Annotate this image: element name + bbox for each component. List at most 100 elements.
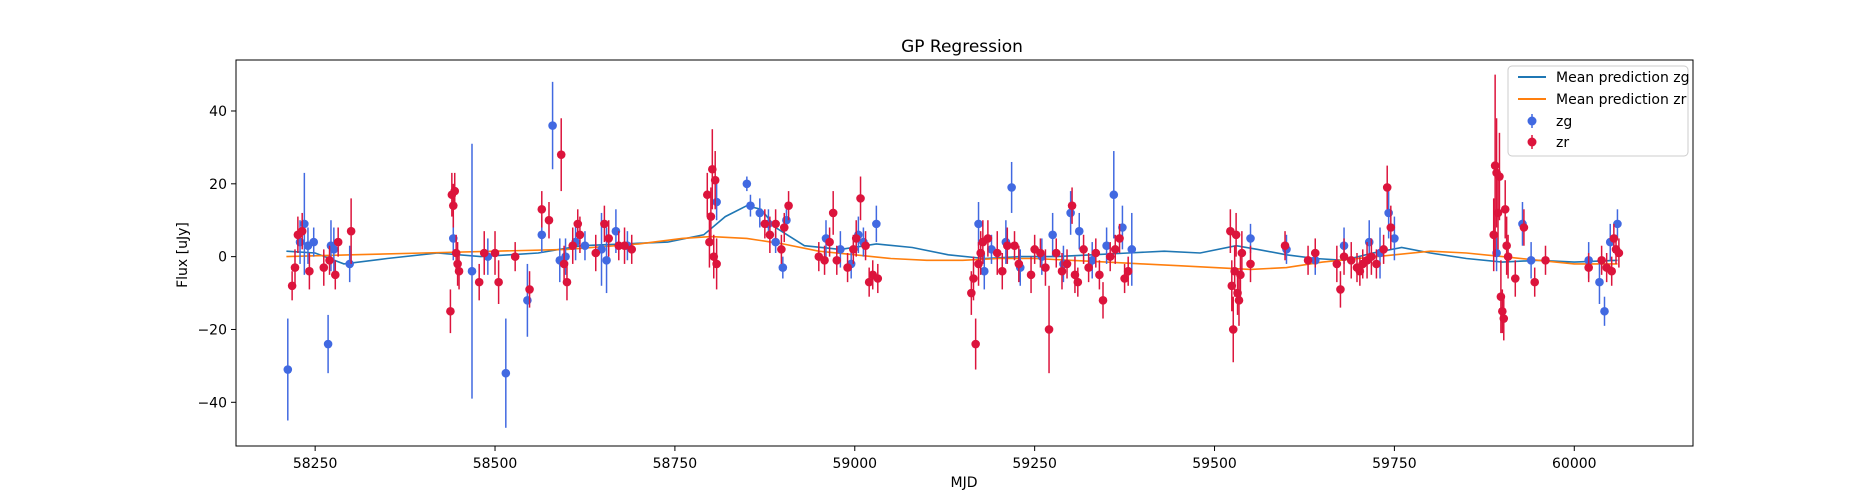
point-zr (510, 252, 520, 261)
point-zr (453, 259, 462, 269)
point-zr (525, 285, 534, 294)
point-zg (1048, 230, 1057, 240)
point-zr (544, 215, 554, 225)
point-zr (976, 248, 985, 258)
point-zg (300, 219, 309, 229)
point-zr (1502, 241, 1511, 251)
point-zr (1336, 285, 1345, 294)
point-zr (1382, 183, 1392, 192)
series-zg (283, 81, 1622, 428)
point-zg (1526, 255, 1536, 265)
point-zr (864, 277, 874, 287)
y-tick-label: 0 (218, 250, 227, 266)
point-zr (1510, 274, 1520, 283)
point-zr (446, 306, 455, 316)
point-zr (448, 201, 458, 210)
point-zr (706, 212, 716, 221)
point-zg (1066, 208, 1075, 218)
point-zg (323, 339, 333, 349)
point-zr (305, 266, 314, 276)
point-zr (1010, 241, 1019, 251)
point-zr (346, 226, 356, 236)
legend-label-zr: zr (1556, 135, 1569, 151)
point-zg (467, 266, 477, 276)
x-axis: 58250 58500 58750 59000 59250 59500 59750 60000 (293, 446, 1597, 472)
point-zg (1074, 226, 1084, 236)
point-zr (325, 255, 334, 265)
point-zr (1062, 259, 1072, 269)
point-zr (1236, 270, 1245, 280)
point-zr (825, 237, 834, 247)
point-zr (1332, 259, 1342, 269)
point-zg (602, 255, 611, 265)
point-zr (873, 274, 883, 283)
point-zr (1495, 172, 1504, 181)
point-zr (1014, 259, 1024, 269)
y-axis: −40 −20 0 20 40 (197, 104, 236, 411)
point-zr (784, 201, 793, 210)
point-zr (1115, 234, 1124, 243)
point-zr (330, 270, 340, 280)
point-zr (710, 175, 720, 185)
point-zr (494, 277, 503, 287)
plot-background (236, 60, 1693, 446)
point-zr (997, 266, 1007, 276)
point-zg (548, 121, 557, 130)
point-zg (1007, 183, 1016, 192)
point-zr (1105, 252, 1115, 261)
x-tick-label: 59000 (833, 456, 878, 472)
point-zr (861, 241, 870, 251)
point-zr (851, 234, 861, 243)
point-zr (856, 194, 865, 203)
point-zr (604, 234, 614, 243)
point-zr (1310, 248, 1320, 258)
point-zr (1541, 255, 1550, 265)
x-axis-label: MJD (951, 475, 978, 491)
plot-area (235, 59, 1694, 447)
point-zr (573, 219, 583, 229)
point-zg (1127, 245, 1137, 254)
legend-box (1507, 65, 1689, 157)
point-zr (1246, 259, 1255, 269)
point-zr (1231, 230, 1241, 240)
point-zr (575, 230, 585, 240)
point-zr (1303, 255, 1313, 265)
point-zg (1390, 234, 1399, 243)
y-tick-label: −40 (197, 395, 227, 411)
point-zr (1530, 277, 1540, 287)
point-zr (1036, 248, 1045, 258)
point-zr (1026, 270, 1036, 280)
point-zr (702, 190, 712, 200)
legend-label-zg-line: Mean prediction zg (1556, 70, 1690, 86)
x-tick-label: 59250 (1012, 456, 1057, 472)
point-zr (1367, 252, 1376, 261)
point-zr (1280, 241, 1290, 251)
point-zg (755, 208, 765, 218)
point-zr (712, 259, 721, 269)
legend-swatch-zr-point (1527, 137, 1537, 147)
point-zr (1041, 263, 1050, 272)
point-zr (537, 205, 547, 214)
point-zr (1346, 255, 1356, 265)
point-zr (454, 266, 464, 276)
point-zr (1372, 259, 1381, 269)
x-tick-label: 59750 (1372, 456, 1417, 472)
point-zr (1379, 245, 1388, 254)
point-zg (712, 197, 721, 207)
point-zg (1384, 208, 1393, 218)
point-zr (843, 263, 852, 272)
point-zr (1084, 263, 1093, 272)
legend-label-zg: zg (1556, 114, 1572, 130)
point-zr (992, 248, 1002, 258)
point-zg (1600, 306, 1609, 316)
point-zr (1044, 325, 1054, 334)
point-zr (828, 208, 838, 218)
point-zr (490, 248, 500, 258)
x-tick-label: 58750 (653, 456, 698, 472)
point-zr (1057, 266, 1067, 276)
point-zr (1110, 245, 1120, 254)
point-zr (1584, 263, 1593, 272)
x-tick-label: 58500 (473, 456, 518, 472)
y-tick-label: −20 (197, 322, 227, 338)
